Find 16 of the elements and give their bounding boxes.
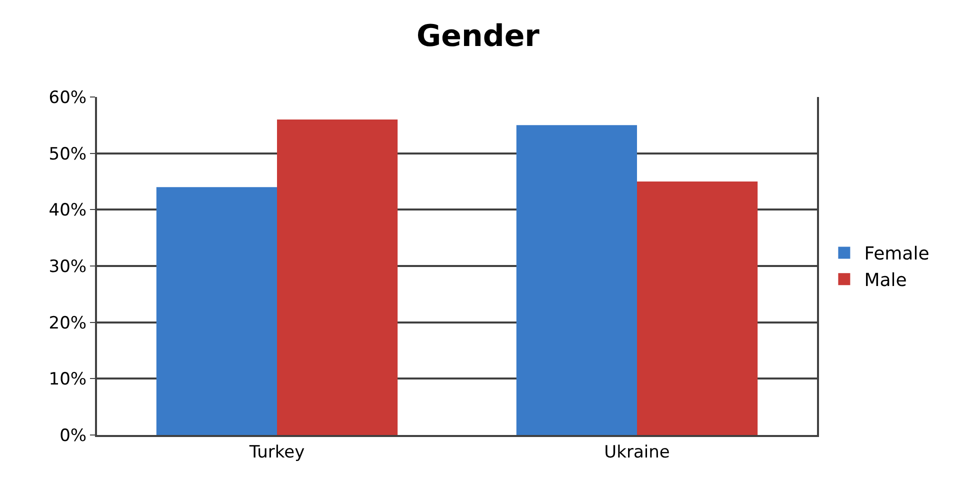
y-tick-label: 50% [48, 144, 87, 164]
y-tick-label: 0% [60, 426, 87, 446]
x-tick-label: Turkey [248, 442, 305, 462]
y-tick-label: 20% [48, 313, 87, 334]
bar [156, 187, 277, 435]
chart-title: Gender [416, 18, 540, 54]
y-tick-label: 10% [48, 370, 87, 390]
bar [277, 120, 398, 435]
bar [637, 182, 758, 435]
x-tick-label: Ukraine [604, 442, 670, 462]
legend-label: Female [864, 244, 930, 265]
y-tick-label: 40% [48, 200, 87, 221]
legend-label: Male [864, 270, 907, 292]
y-tick-label: 30% [48, 256, 87, 277]
y-tick-label: 60% [48, 88, 87, 108]
bar [516, 125, 637, 435]
